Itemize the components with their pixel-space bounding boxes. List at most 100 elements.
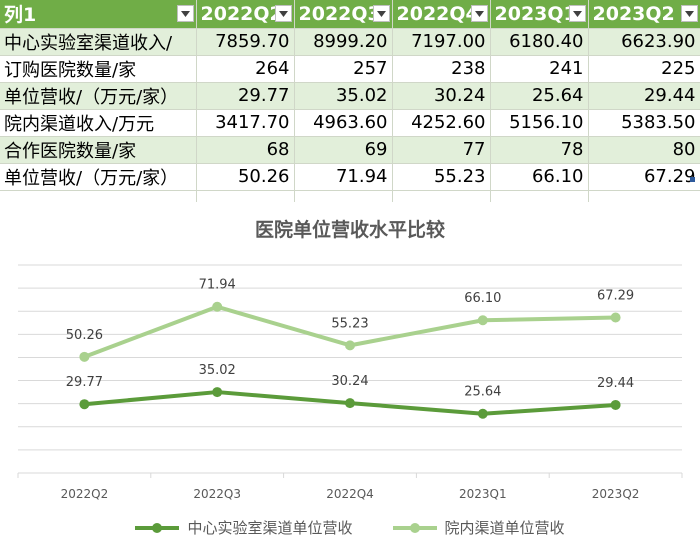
value-cell[interactable]: 50.26 <box>196 163 295 191</box>
data-point[interactable] <box>212 301 223 312</box>
data-point[interactable] <box>79 399 90 410</box>
row-label-cell[interactable]: 订购医院数量/家 <box>0 55 197 83</box>
value-cell[interactable]: 78 <box>490 136 589 164</box>
value-cell[interactable]: 77 <box>392 136 491 164</box>
filter-dropdown-icon[interactable] <box>680 5 698 22</box>
value-cell[interactable]: 3417.70 <box>196 109 295 137</box>
value-cell[interactable]: 25.64 <box>490 82 589 110</box>
data-label: 71.94 <box>199 278 236 293</box>
value-cell[interactable]: 238 <box>392 55 491 83</box>
value-cell[interactable]: 264 <box>196 55 295 83</box>
header-cell-2022q4[interactable]: 2022Q4 <box>392 0 491 29</box>
value-cell[interactable]: 225 <box>588 55 700 83</box>
row-label-cell[interactable]: 合作医院数量/家 <box>0 136 197 164</box>
value-cell[interactable]: 241 <box>490 55 589 83</box>
data-point[interactable] <box>212 387 223 398</box>
filter-dropdown-icon[interactable] <box>372 5 390 22</box>
filter-dropdown-icon[interactable] <box>274 5 292 22</box>
header-text: 2023Q1 <box>494 2 577 25</box>
data-label: 29.44 <box>597 376 634 391</box>
row-label-cell[interactable]: 院内渠道收入/万元 <box>0 109 197 137</box>
table-row: 单位营收/（万元/家） 50.26 71.94 55.23 66.10 67.29 <box>0 163 700 191</box>
chart-plot-area: 2022Q2 2022Q3 2022Q4 2023Q1 2023Q2 29.77 35.02… <box>17 264 683 501</box>
value-cell[interactable]: 8999.20 <box>294 28 393 56</box>
header-text: 2023Q2 <box>592 2 675 25</box>
header-text: 2022Q3 <box>298 2 381 25</box>
table-row: 单位营收/（万元/家） 29.77 35.02 30.24 25.64 29.44 <box>0 82 700 110</box>
value-cell[interactable]: 67.29 <box>588 163 700 191</box>
value-cell[interactable]: 7859.70 <box>196 28 295 56</box>
header-cell-label[interactable]: 列1 <box>0 0 197 29</box>
empty-cell[interactable] <box>196 190 295 202</box>
data-point[interactable] <box>345 340 355 351</box>
value-cell[interactable]: 80 <box>588 136 700 164</box>
table-row: 院内渠道收入/万元 3417.70 4963.60 4252.60 5156.10 538… <box>0 109 700 137</box>
value-cell[interactable]: 29.44 <box>588 82 700 110</box>
value-cell[interactable]: 7197.00 <box>392 28 491 56</box>
value-cell[interactable]: 69 <box>294 136 393 164</box>
table-row: 合作医院数量/家 68 69 77 78 80 <box>0 136 700 164</box>
table-row: 订购医院数量/家 264 257 238 241 225 <box>0 55 700 83</box>
row-label-cell[interactable]: 单位营收/（万元/家） <box>0 163 197 191</box>
data-label: 55.23 <box>331 316 368 331</box>
data-point[interactable] <box>477 408 488 419</box>
spreadsheet-table: 列1 2022Q2 2022Q3 2022Q4 2023Q1 2023Q2 中心… <box>0 0 700 202</box>
x-axis-label: 2022Q3 <box>193 487 241 501</box>
data-label: 25.64 <box>464 385 501 400</box>
data-point[interactable] <box>610 312 621 323</box>
legend-item[interactable]: 院内渠道单位营收 <box>392 517 565 538</box>
row-label-cell[interactable]: 中心实验室渠道收入/ <box>0 28 197 56</box>
legend-label: 中心实验室渠道单位营收 <box>187 519 353 537</box>
value-cell[interactable]: 71.94 <box>294 163 393 191</box>
table-resize-handle[interactable] <box>690 177 695 182</box>
table-row: 中心实验室渠道收入/7859.70 8999.20 7197.00 6180.40 66… <box>0 28 700 56</box>
data-point[interactable] <box>345 398 355 409</box>
value-cell[interactable]: 4963.60 <box>294 109 393 137</box>
legend-marker-icon <box>392 521 437 535</box>
header-row: 列1 2022Q2 2022Q3 2022Q4 2023Q1 2023Q2 <box>0 0 700 29</box>
header-cell-2022q3[interactable]: 2022Q3 <box>294 0 393 29</box>
data-label: 66.10 <box>464 291 501 306</box>
chart-title: 医院单位营收水平比较 <box>254 219 445 241</box>
empty-cell[interactable] <box>588 190 700 202</box>
filter-dropdown-icon[interactable] <box>176 5 194 22</box>
line-chart[interactable]: 医院单位营收水平比较 2022Q2 2022Q3 2022Q4 2023Q1 2023Q… <box>0 197 700 560</box>
filter-dropdown-icon[interactable] <box>568 5 586 22</box>
value-cell[interactable]: 6180.40 <box>490 28 589 56</box>
header-text: 列1 <box>4 4 37 27</box>
data-point[interactable] <box>79 351 90 362</box>
value-cell[interactable]: 5383.50 <box>588 109 700 137</box>
header-cell-2022q2[interactable]: 2022Q2 <box>196 0 295 29</box>
value-cell[interactable]: 257 <box>294 55 393 83</box>
empty-cell[interactable] <box>0 190 197 202</box>
value-cell[interactable]: 55.23 <box>392 163 491 191</box>
header-cell-2023q1[interactable]: 2023Q1 <box>490 0 589 29</box>
empty-cell[interactable] <box>490 190 589 202</box>
value-cell[interactable]: 5156.10 <box>490 109 589 137</box>
header-cell-2023q2[interactable]: 2023Q2 <box>588 0 700 29</box>
empty-cell[interactable] <box>392 190 491 202</box>
data-point[interactable] <box>610 399 621 410</box>
value-cell[interactable]: 4252.60 <box>392 109 491 137</box>
header-text: 2022Q2 <box>200 2 283 25</box>
legend-item[interactable]: 中心实验室渠道单位营收 <box>135 517 353 538</box>
value-cell[interactable]: 66.10 <box>490 163 589 191</box>
header-text: 2022Q4 <box>396 2 479 25</box>
legend-label: 院内渠道单位营收 <box>444 519 565 537</box>
data-label: 29.77 <box>66 375 103 390</box>
data-label: 35.02 <box>199 363 236 378</box>
row-label-cell[interactable]: 单位营收/（万元/家） <box>0 82 197 110</box>
data-label: 67.29 <box>597 288 634 303</box>
filter-dropdown-icon[interactable] <box>470 5 488 22</box>
x-axis-label: 2023Q1 <box>459 487 507 501</box>
value-cell[interactable]: 35.02 <box>294 82 393 110</box>
value-cell[interactable]: 6623.90 <box>588 28 700 56</box>
legend-marker-icon <box>135 521 180 535</box>
empty-row <box>0 190 700 202</box>
value-cell[interactable]: 30.24 <box>392 82 491 110</box>
empty-cell[interactable] <box>294 190 393 202</box>
value-cell[interactable]: 68 <box>196 136 295 164</box>
value-cell[interactable]: 29.77 <box>196 82 295 110</box>
data-point[interactable] <box>477 315 488 326</box>
data-label: 50.26 <box>66 328 103 343</box>
